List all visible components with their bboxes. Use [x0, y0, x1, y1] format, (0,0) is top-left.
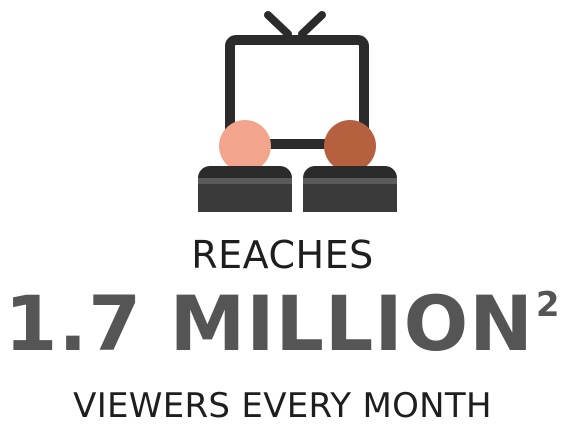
viewer-left-icon: [198, 120, 292, 212]
headline-figure-value: 1.7 MILLION: [4, 279, 534, 368]
headline-figure: 1.7 MILLION2: [0, 280, 565, 368]
tv-viewers-illustration: [198, 11, 397, 212]
tv-icon: [225, 11, 369, 149]
footnote-marker: 2: [535, 284, 561, 325]
headline-kicker: REACHES: [191, 233, 374, 277]
headline-subline: VIEWERS EVERY MONTH: [73, 386, 492, 426]
viewer-right-icon: [303, 120, 397, 212]
